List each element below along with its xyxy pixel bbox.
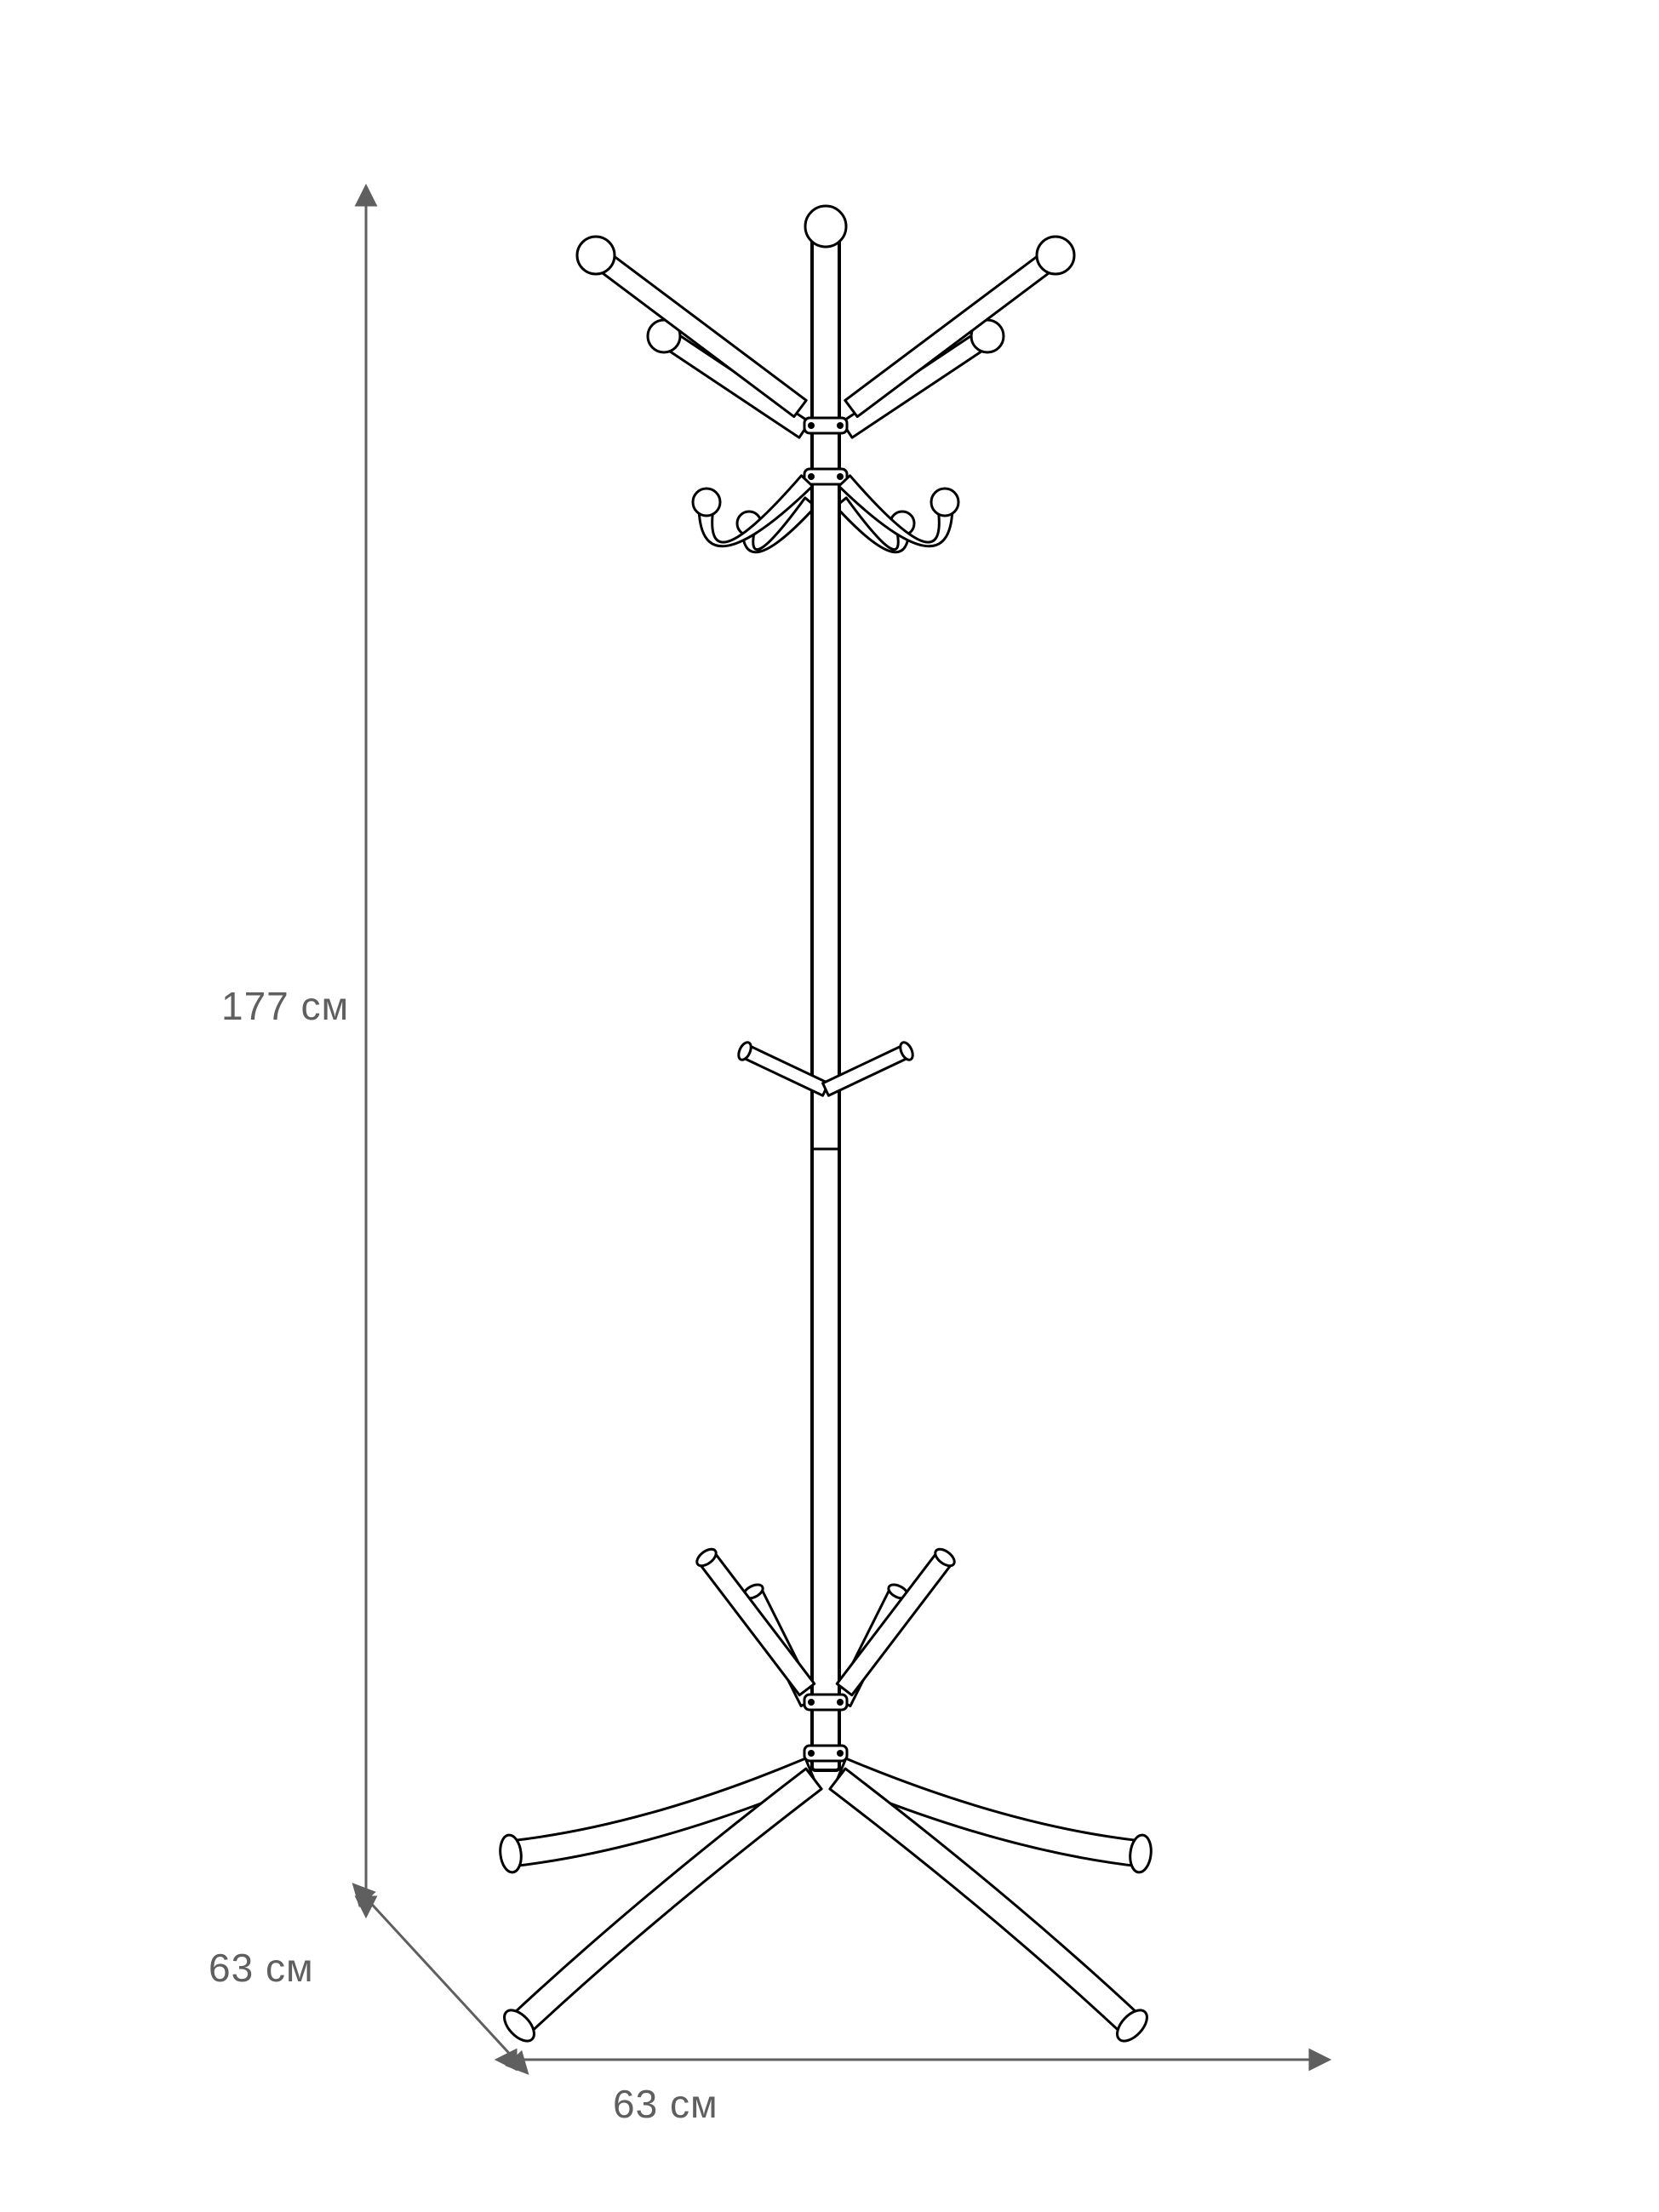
- diagram-stage: 177 см 63 см 63 см: [0, 0, 1659, 2212]
- dimension-label-width: 63 см: [613, 2081, 718, 2127]
- dimension-label-height: 177 см: [221, 983, 349, 1029]
- dimension-label-depth: 63 см: [209, 1945, 314, 1991]
- coat-rack-drawing: [0, 0, 1659, 2212]
